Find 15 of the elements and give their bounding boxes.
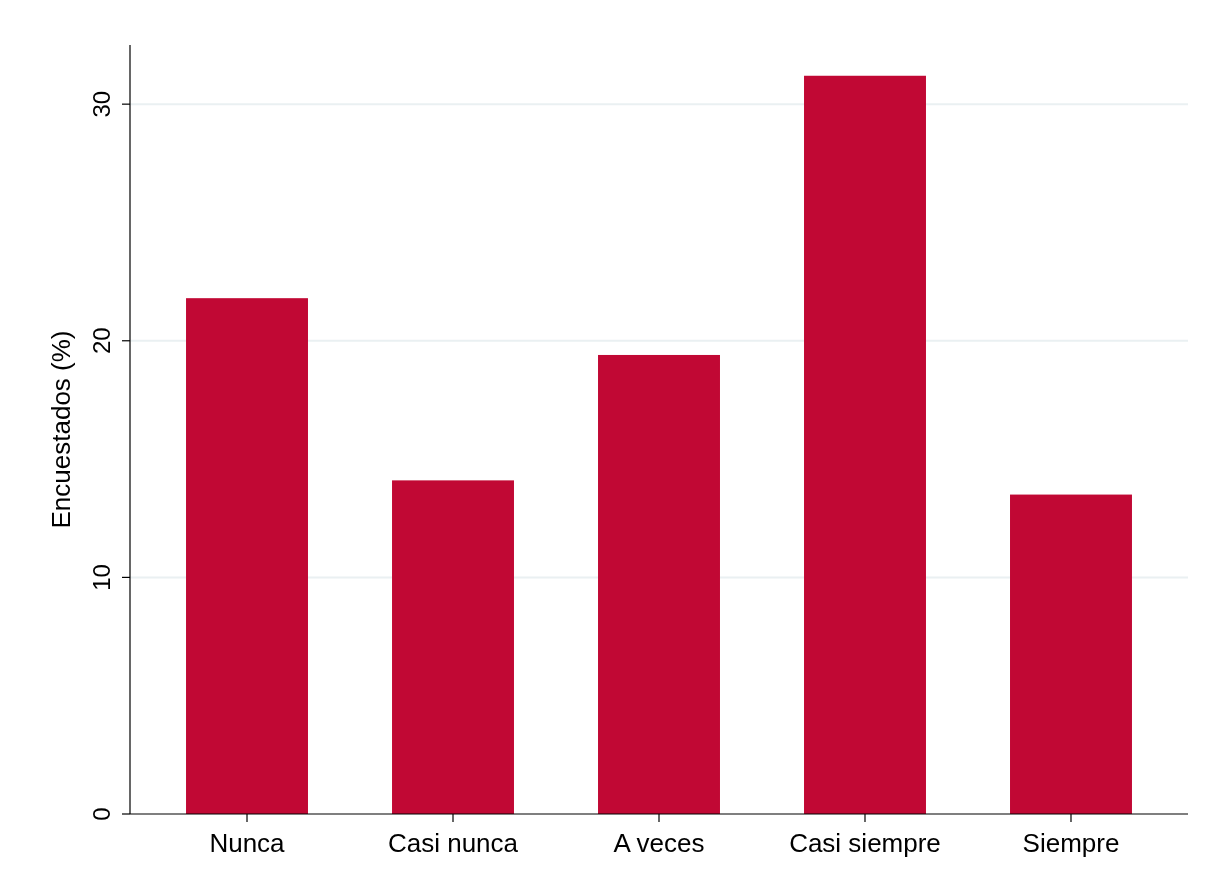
- bar: [186, 298, 308, 814]
- y-tick-label: 30: [88, 90, 115, 118]
- x-tick-label: Siempre: [1022, 828, 1120, 858]
- x-tick-label: A veces: [613, 828, 705, 858]
- bar: [392, 480, 514, 814]
- bar: [1010, 494, 1132, 814]
- bar: [598, 354, 720, 814]
- y-tick-label: 0: [88, 807, 115, 821]
- bar: [804, 75, 926, 814]
- x-tick-label: Casi nunca: [387, 828, 519, 858]
- x-tick-label: Nunca: [209, 828, 286, 858]
- x-tick-label: Casi siempre: [789, 828, 941, 858]
- y-axis-title: Encuestados (%): [46, 330, 76, 529]
- y-tick-label: 20: [88, 327, 115, 355]
- y-tick-label: 10: [88, 564, 115, 591]
